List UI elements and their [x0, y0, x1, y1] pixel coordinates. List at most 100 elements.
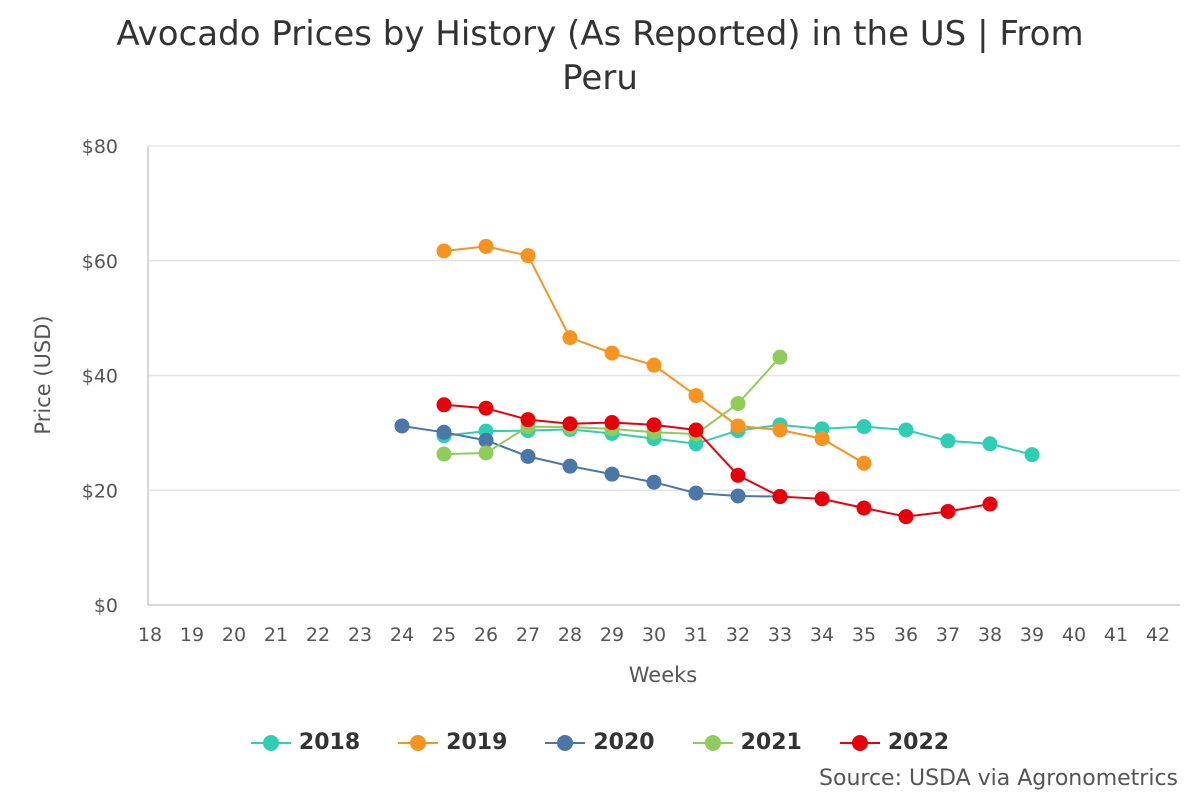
x-tick-label: 35: [852, 624, 876, 646]
data-point-2022[interactable]: [856, 500, 872, 516]
data-point-2022[interactable]: [436, 397, 452, 413]
x-tick-label: 24: [390, 624, 414, 646]
y-tick-label: $60: [82, 251, 118, 273]
data-point-2019[interactable]: [856, 455, 872, 471]
series-layer: [394, 238, 1040, 525]
y-tick-label: $0: [94, 595, 118, 617]
x-tick-label: 39: [1020, 624, 1044, 646]
series-2022: [436, 397, 998, 525]
legend-label: 2020: [593, 730, 655, 755]
data-point-2020[interactable]: [688, 485, 704, 501]
data-point-2019[interactable]: [814, 431, 830, 447]
series-2019: [436, 238, 872, 471]
x-tick-label: 36: [894, 624, 918, 646]
x-tick-label: 34: [810, 624, 834, 646]
chart-title: Avocado Prices by History (As Reported) …: [116, 14, 1084, 98]
data-point-2019[interactable]: [562, 330, 578, 346]
data-point-2019[interactable]: [772, 422, 788, 438]
data-point-2022[interactable]: [604, 415, 620, 431]
x-tick-label: 40: [1062, 624, 1086, 646]
data-point-2020[interactable]: [646, 474, 662, 490]
x-tick-label: 31: [684, 624, 708, 646]
x-tick-label: 29: [600, 624, 624, 646]
data-point-2020[interactable]: [520, 448, 536, 464]
data-point-2019[interactable]: [604, 345, 620, 361]
legend-item-2018[interactable]: 2018: [250, 730, 361, 755]
x-tick-label: 27: [516, 624, 540, 646]
data-point-2019[interactable]: [520, 248, 536, 264]
data-point-2022[interactable]: [562, 416, 578, 432]
data-point-2020[interactable]: [604, 466, 620, 482]
legend-label: 2021: [740, 730, 802, 755]
line-chart: $0 $20 $40 $60 $80 18 19 20 21 22 23 24 25 26 27 28 29 30…: [31, 136, 1180, 687]
x-tick-label: 30: [642, 624, 666, 646]
legend-label: 2018: [298, 730, 361, 755]
y-tick-label: $40: [82, 366, 118, 388]
x-tick-label: 37: [936, 624, 960, 646]
data-point-2020[interactable]: [730, 488, 746, 504]
grid-lines: [148, 145, 1180, 491]
legend-marker: [692, 734, 733, 752]
data-point-2020[interactable]: [562, 458, 578, 474]
data-point-2022[interactable]: [814, 491, 830, 507]
x-tick-label: 28: [558, 624, 582, 646]
data-point-2022[interactable]: [730, 467, 746, 483]
legend-marker: [545, 734, 586, 752]
y-tick-label: $80: [82, 136, 118, 158]
legend-item-2020[interactable]: 2020: [545, 730, 655, 755]
y-axis-title: Price (USD): [31, 315, 55, 434]
data-point-2022[interactable]: [688, 422, 704, 438]
data-point-2022[interactable]: [772, 489, 788, 505]
data-point-2019[interactable]: [688, 388, 704, 404]
legend-item-2022[interactable]: 2022: [839, 730, 950, 755]
data-point-2021[interactable]: [772, 349, 788, 365]
legend: 2018 2019 2020 2021 2022: [0, 730, 1200, 755]
data-point-2018[interactable]: [982, 436, 998, 452]
x-tick-label: 33: [768, 624, 792, 646]
data-point-2019[interactable]: [730, 418, 746, 434]
y-tick-label: $20: [82, 480, 118, 502]
data-point-2020[interactable]: [478, 432, 494, 448]
data-point-2021[interactable]: [436, 446, 452, 462]
data-point-2021[interactable]: [730, 396, 746, 412]
x-tick-label: 32: [726, 624, 750, 646]
data-point-2021[interactable]: [478, 445, 494, 461]
data-point-2020[interactable]: [436, 424, 452, 440]
x-tick-label: 41: [1104, 624, 1128, 646]
x-tick-label: 21: [264, 624, 288, 646]
data-point-2019[interactable]: [478, 238, 494, 254]
data-point-2019[interactable]: [436, 243, 452, 259]
x-tick-label: 26: [474, 624, 498, 646]
axes: $0 $20 $40 $60 $80 18 19 20 21 22 23 24 25 26 27 28 29 30…: [82, 136, 1180, 646]
legend-marker: [250, 734, 291, 752]
x-axis-title: Weeks: [629, 663, 697, 687]
x-tick-label: 18: [138, 624, 162, 646]
data-point-2020[interactable]: [394, 418, 410, 434]
data-point-2022[interactable]: [898, 509, 914, 525]
data-point-2018[interactable]: [898, 422, 914, 438]
x-tick-label: 38: [978, 624, 1002, 646]
x-tick-label: 22: [306, 624, 330, 646]
x-tick-label: 20: [222, 624, 246, 646]
data-point-2022[interactable]: [940, 503, 956, 519]
data-point-2018[interactable]: [856, 419, 872, 435]
legend-item-2019[interactable]: 2019: [398, 730, 507, 755]
data-point-2019[interactable]: [646, 357, 662, 373]
data-point-2022[interactable]: [646, 417, 662, 433]
data-point-2022[interactable]: [982, 496, 998, 512]
legend-marker: [839, 734, 880, 752]
legend-item-2021[interactable]: 2021: [692, 730, 802, 755]
data-point-2018[interactable]: [940, 433, 956, 449]
legend-label: 2019: [446, 730, 508, 755]
x-tick-label: 42: [1146, 624, 1170, 646]
data-point-2022[interactable]: [478, 400, 494, 416]
x-tick-label: 25: [432, 624, 456, 646]
series-line-2020: [401, 425, 781, 498]
data-point-2018[interactable]: [1024, 447, 1040, 463]
legend-label: 2022: [887, 730, 950, 755]
x-tick-label: 19: [180, 624, 204, 646]
legend-marker: [398, 734, 439, 752]
data-point-2022[interactable]: [520, 412, 536, 428]
source-note: Source: USDA via Agronometrics: [819, 766, 1178, 791]
x-tick-label: 23: [348, 624, 372, 646]
